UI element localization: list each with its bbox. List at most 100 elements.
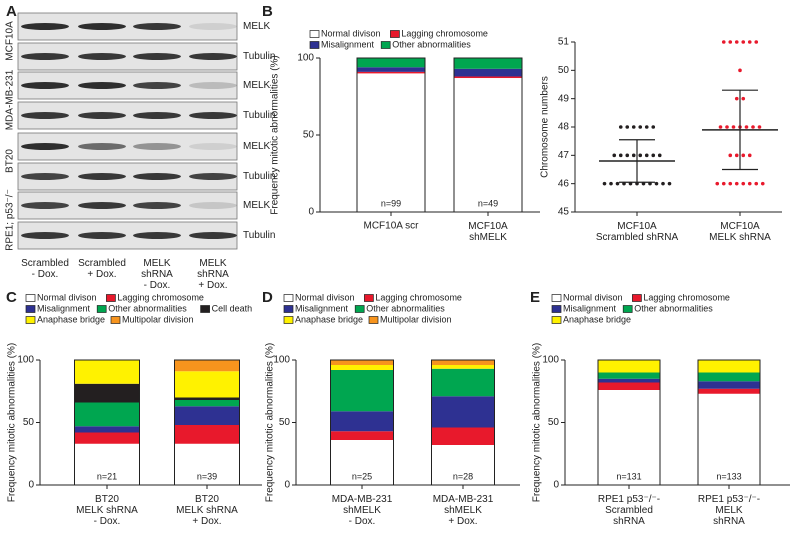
band-label: Tubulin bbox=[243, 51, 275, 62]
blot-band bbox=[133, 82, 181, 89]
data-point bbox=[602, 181, 607, 186]
n-annotation: n=28 bbox=[453, 471, 473, 481]
legend-swatch bbox=[283, 294, 294, 302]
legend-label: Other abnormalities bbox=[108, 303, 187, 313]
y-axis-title: Frequency mitotic abnormalities (%) bbox=[270, 55, 281, 215]
bar-outline bbox=[597, 359, 661, 486]
legend-swatch bbox=[25, 316, 36, 324]
blot-band bbox=[21, 143, 69, 150]
data-point bbox=[751, 125, 755, 129]
legend-swatch bbox=[551, 305, 562, 313]
blot-band bbox=[78, 82, 126, 89]
x-tick-label: MDA-MB-231 shMELK - Dox. bbox=[332, 494, 393, 527]
x-tick-label: RPE1 p53⁻/⁻-MELK shRNA bbox=[698, 494, 760, 527]
x-tick-label: BT20 MELK shRNA + Dox. bbox=[176, 494, 238, 527]
legend-label: Misalignment bbox=[37, 303, 91, 313]
y-axis-title: Frequency mitotic abnormalities (%) bbox=[7, 343, 18, 503]
band-label: Tubulin bbox=[243, 230, 275, 241]
bar-segment bbox=[431, 368, 495, 397]
legend-swatch bbox=[200, 305, 210, 313]
legend-label: Lagging chromosome bbox=[401, 28, 488, 38]
blot-band bbox=[78, 143, 126, 150]
band-label: MELK bbox=[243, 21, 271, 32]
bar-segment bbox=[431, 445, 495, 485]
bar-outline bbox=[74, 359, 140, 486]
data-point bbox=[667, 181, 672, 186]
blot-band bbox=[133, 173, 181, 180]
blot-band bbox=[133, 202, 181, 209]
legend-swatch bbox=[96, 305, 107, 313]
x-tick-label: RPE1 p53⁻/⁻-Scrambled shRNA bbox=[598, 494, 660, 527]
data-point bbox=[734, 181, 739, 186]
data-point bbox=[741, 181, 746, 186]
data-point bbox=[734, 153, 739, 158]
blot-band bbox=[21, 202, 69, 209]
legend-label: Lagging chromosome bbox=[375, 292, 462, 302]
bar-segment bbox=[74, 443, 140, 485]
data-point bbox=[728, 40, 733, 44]
legend-label: Other abnormalities bbox=[392, 39, 471, 49]
bar-segment bbox=[74, 426, 140, 433]
bar-outline bbox=[697, 359, 761, 486]
bar-segment bbox=[357, 71, 425, 74]
bar-segment bbox=[74, 432, 140, 444]
blot-band bbox=[21, 23, 69, 30]
data-point bbox=[741, 40, 746, 44]
legend-swatch bbox=[309, 41, 320, 49]
data-point bbox=[734, 96, 739, 101]
data-point bbox=[651, 125, 656, 129]
lane-label: MELK shRNA + Dox. bbox=[197, 258, 229, 291]
legend-swatch bbox=[354, 305, 365, 313]
band-label: MELK bbox=[243, 141, 271, 152]
legend-label: Normal divison bbox=[295, 292, 355, 302]
n-annotation: n=21 bbox=[97, 471, 117, 481]
legend-swatch bbox=[380, 41, 391, 49]
blot-band bbox=[133, 143, 181, 150]
data-point bbox=[638, 125, 643, 129]
n-annotation: n=39 bbox=[197, 471, 217, 481]
legend-label: Misalignment bbox=[295, 303, 349, 313]
y-tick-label: 100 bbox=[273, 355, 290, 366]
blot-band bbox=[133, 112, 181, 119]
bar-segment bbox=[431, 427, 495, 445]
cell-line-label: RPE1; p53⁻/⁻ bbox=[5, 189, 16, 251]
blot-band bbox=[78, 53, 126, 60]
bar-segment bbox=[598, 382, 660, 390]
y-axis-title: Chromosome numbers bbox=[540, 76, 551, 178]
data-point bbox=[657, 153, 662, 158]
data-point bbox=[625, 125, 630, 129]
bar-segment bbox=[74, 383, 140, 403]
panel-letter: A bbox=[6, 3, 17, 20]
legend-label: Anaphase bridge bbox=[563, 314, 631, 324]
legend-label: Lagging chromosome bbox=[643, 292, 730, 302]
data-point bbox=[612, 153, 617, 158]
blot-band bbox=[189, 143, 237, 150]
blot-band bbox=[78, 173, 126, 180]
blot-band bbox=[189, 202, 237, 209]
legend-swatch bbox=[283, 305, 294, 313]
y-tick-label: 100 bbox=[297, 53, 314, 64]
data-point bbox=[651, 153, 656, 158]
bar-segment bbox=[174, 406, 240, 425]
band-label: Tubulin bbox=[243, 110, 275, 121]
legend-swatch bbox=[622, 305, 633, 313]
data-point bbox=[738, 68, 742, 73]
y-tick-label: 50 bbox=[23, 417, 35, 428]
bar-segment bbox=[598, 372, 660, 379]
n-annotation: n=99 bbox=[381, 198, 401, 208]
data-point bbox=[744, 125, 749, 129]
y-tick-label: 51 bbox=[558, 37, 570, 48]
data-point bbox=[734, 40, 739, 44]
bar-segment bbox=[431, 396, 495, 428]
bar-segment bbox=[357, 58, 425, 68]
bar-segment bbox=[698, 393, 760, 485]
data-point bbox=[644, 125, 649, 129]
legend-swatch bbox=[632, 294, 642, 302]
n-annotation: n=25 bbox=[352, 471, 372, 481]
bar-segment bbox=[174, 400, 240, 407]
legend-label: Normal divison bbox=[37, 292, 97, 302]
bar-segment bbox=[598, 378, 660, 383]
data-point bbox=[731, 125, 736, 129]
blot-band bbox=[133, 232, 181, 239]
